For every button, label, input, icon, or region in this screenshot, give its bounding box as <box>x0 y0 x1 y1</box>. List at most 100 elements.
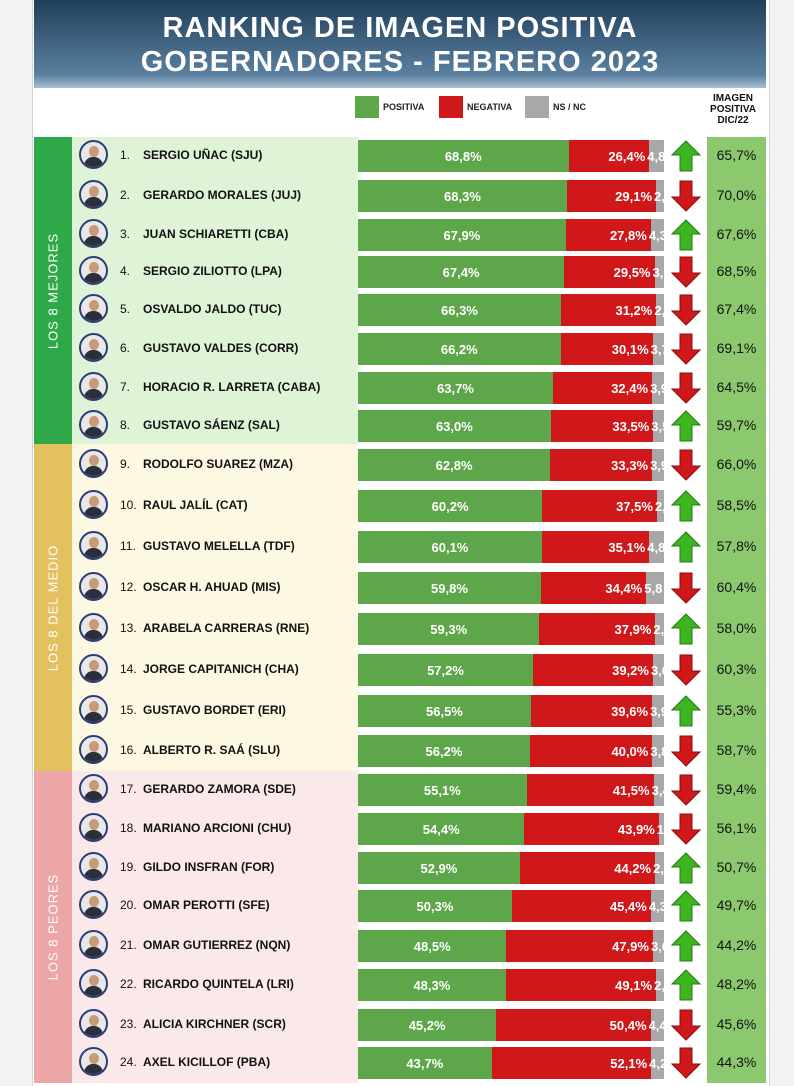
bar-ns <box>655 852 664 884</box>
bar-ns-value: 3,6 <box>650 939 664 954</box>
bar-negative <box>529 735 653 767</box>
table-row: 22.RICARDO QUINTELA (LRI)48,3%49,1%2,648… <box>0 966 794 1003</box>
avatar-head <box>89 496 99 507</box>
trend-up-arrow-icon <box>671 890 701 922</box>
trend-arrow-shape <box>671 735 701 767</box>
avatar-body <box>84 1026 103 1036</box>
bar-negative <box>511 890 651 922</box>
trend-up-arrow-icon <box>671 219 701 251</box>
trend-up-arrow-icon <box>671 852 701 884</box>
governor-name: ARABELA CARRERAS (RNE) <box>143 621 310 635</box>
avatar-body <box>84 630 103 640</box>
trend-arrow-shape <box>671 140 701 172</box>
legend-ns-swatch <box>525 96 549 118</box>
bar-ns-value: 2,8 <box>653 622 664 637</box>
previous-value: 64,5% <box>716 379 757 395</box>
bar-positive-value: 45,2% <box>408 1018 446 1033</box>
previous-value: 60,4% <box>716 579 757 595</box>
trend-down-arrow-icon <box>671 256 701 288</box>
bar-positive <box>358 695 531 727</box>
stacked-bar: 43,7% 52,1% 4,2 <box>358 1047 664 1079</box>
bar-ns <box>650 890 664 922</box>
bar-negative-value: 39,2% <box>612 663 649 678</box>
bar-negative-value: 35,1% <box>608 540 646 555</box>
stacked-bar: 57,2% 39,2%3,6 <box>358 654 664 686</box>
bar-positive-value: 54,4% <box>422 822 460 837</box>
trend-arrow-shape <box>671 256 701 288</box>
bar-positive <box>358 890 512 922</box>
bar-ns <box>653 410 664 442</box>
avatar-head <box>89 537 99 548</box>
bar-negative <box>560 294 657 326</box>
bar-negative-value: 37,9% <box>614 622 652 637</box>
bar-negative <box>564 256 655 288</box>
bar-ns <box>651 1047 664 1079</box>
avatar-head <box>89 741 99 752</box>
bar-ns <box>652 333 664 365</box>
bar-negative <box>530 695 653 727</box>
bar-positive <box>358 1047 492 1079</box>
trend-up-arrow-icon <box>671 410 701 442</box>
bar-ns <box>658 813 664 845</box>
stacked-bar: 66,2% 30,1%3,7 <box>358 333 664 365</box>
bar-positive-value: 68,3% <box>444 189 481 204</box>
stacked-bar: 50,3% 45,4% 4,3 <box>358 890 664 922</box>
avatar-body <box>84 947 103 957</box>
trend-arrow-shape <box>671 219 701 251</box>
rank-number: 23. <box>120 1017 137 1031</box>
bar-positive <box>358 1009 497 1041</box>
avatar <box>79 654 108 683</box>
trend-arrow-shape <box>671 490 701 522</box>
bar-positive <box>358 572 541 604</box>
avatar-head <box>89 578 99 589</box>
group-worst-tint <box>72 771 358 1083</box>
previous-value: 68,5% <box>716 263 757 279</box>
bar-positive-value: 48,3% <box>413 978 451 993</box>
bar-positive-value: 63,7% <box>437 381 474 396</box>
avatar-body <box>84 671 103 681</box>
governor-name: GUSTAVO MELELLA (TDF) <box>143 539 295 553</box>
avatar-head <box>89 300 99 311</box>
avatar <box>79 256 108 285</box>
trend-up-arrow-icon <box>671 140 701 172</box>
trend-arrow-shape <box>671 969 701 1001</box>
chart-header: RANKING DE IMAGEN POSITIVA GOBERNADORES … <box>34 0 766 88</box>
trend-up-arrow-icon <box>671 490 701 522</box>
table-row: 23. ALICIA KIRCHNER (SCR) 45,2% 50,4% 4,4 45,… <box>0 1006 794 1043</box>
trend-arrow-shape <box>671 695 701 727</box>
bar-positive <box>358 735 530 767</box>
group-middle-tint <box>72 444 358 771</box>
trend-arrow-shape <box>671 294 701 326</box>
bar-positive <box>358 449 551 481</box>
avatar-body <box>84 986 103 996</box>
governor-name: JUAN SCHIARETTI (CBA) <box>143 227 289 241</box>
bar-ns <box>652 654 664 686</box>
previous-value: 44,2% <box>716 937 757 953</box>
table-row: 24. AXEL KICILLOF (PBA) 43,7% 52,1% 4,2 44,3% <box>0 1044 794 1081</box>
trend-arrow-shape <box>671 890 701 922</box>
bar-ns-value: 3,7 <box>650 342 664 357</box>
bar-negative-value: 33,5% <box>612 419 650 434</box>
bar-ns-value: 5,8 <box>644 581 663 596</box>
stacked-bar: 55,1% 41,5%3,4 <box>358 774 664 806</box>
trend-arrow-shape <box>671 410 701 442</box>
stacked-bar: 56,2% 40,0%3,8 <box>358 735 664 767</box>
trend-down-arrow-icon <box>671 654 701 686</box>
trend-arrow-shape <box>671 930 701 962</box>
avatar-head <box>89 455 99 466</box>
rank-number: 20. <box>120 898 137 912</box>
avatar-head <box>89 1015 99 1026</box>
bar-positive <box>358 969 506 1001</box>
bar-ns <box>650 1009 664 1041</box>
bar-positive <box>358 333 561 365</box>
stacked-bar: 59,8% 34,4% 5,8 <box>358 572 664 604</box>
avatar-head <box>89 186 99 197</box>
governor-name: GUSTAVO VALDES (CORR) <box>143 341 299 355</box>
bar-negative <box>542 490 657 522</box>
avatar-body <box>84 236 103 246</box>
table-row: 17. GERARDO ZAMORA (SDE) 55,1% 41,5%3,4 59,4… <box>0 771 794 808</box>
bar-positive <box>358 613 540 645</box>
bar-negative <box>526 774 654 806</box>
group-best-band: LOS 8 MEJORES <box>34 137 72 444</box>
rank-number: 9. <box>120 457 131 471</box>
